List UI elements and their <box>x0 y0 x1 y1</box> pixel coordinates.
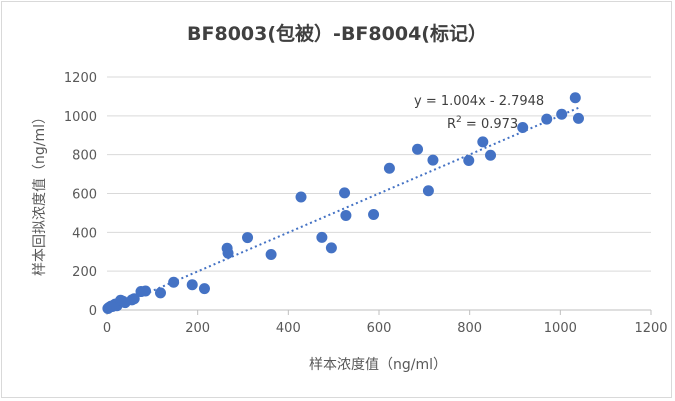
data-point <box>556 108 568 120</box>
trendline <box>107 106 579 311</box>
data-point <box>222 247 234 259</box>
y-tick-label: 0 <box>89 304 97 319</box>
data-point <box>186 279 198 291</box>
data-point <box>463 154 475 166</box>
chart-title: BF8003(包被）-BF8004(标记） <box>187 22 487 45</box>
x-tick-label: 1000 <box>544 321 577 336</box>
data-point <box>140 285 152 297</box>
data-point <box>485 149 497 161</box>
x-tick-label: 600 <box>367 321 392 336</box>
data-point <box>541 113 553 125</box>
r-squared-label: R2 = 0.973 <box>447 115 518 132</box>
data-point <box>477 136 489 148</box>
y-tick-label: 1000 <box>64 110 97 125</box>
x-axis-tick-labels: 0 200 400 600 800 1000 1200 <box>103 321 668 336</box>
data-point <box>427 154 439 166</box>
trendline-equation: y = 1.004x - 2.7948 <box>414 94 544 109</box>
data-point <box>340 209 352 221</box>
data-point <box>198 283 210 295</box>
data-point <box>128 293 140 305</box>
y-tick-label: 1200 <box>64 71 97 86</box>
x-tick-label: 800 <box>457 321 482 336</box>
data-point <box>339 187 351 199</box>
data-point <box>295 191 307 203</box>
data-point <box>154 287 166 299</box>
data-point <box>422 185 434 197</box>
data-point <box>412 143 424 155</box>
x-tick-label: 1200 <box>634 321 667 336</box>
y-tick-label: 600 <box>72 188 97 203</box>
data-point <box>368 208 380 220</box>
gridlines <box>107 76 651 272</box>
data-point <box>316 231 328 243</box>
axes <box>106 309 652 315</box>
y-tick-label: 800 <box>72 149 97 164</box>
y-axis-title: 样本回拟浓度值（ng/ml） <box>32 110 48 276</box>
x-tick-label: 400 <box>276 321 301 336</box>
data-point <box>517 121 529 133</box>
x-tick-label: 200 <box>185 321 210 336</box>
data-point <box>325 242 337 254</box>
y-tick-label: 200 <box>72 265 97 280</box>
y-tick-label: 400 <box>72 226 97 241</box>
data-point <box>383 162 395 174</box>
x-tick-label: 0 <box>103 321 111 336</box>
x-axis-title: 样本浓度值（ng/ml） <box>309 357 447 373</box>
data-point <box>168 276 180 288</box>
data-point <box>265 248 277 260</box>
y-axis-tick-labels: 0 200 400 600 800 1000 1200 <box>64 71 97 319</box>
data-point <box>242 232 254 244</box>
data-points <box>102 92 584 314</box>
data-point <box>569 92 581 104</box>
data-point <box>572 112 584 124</box>
